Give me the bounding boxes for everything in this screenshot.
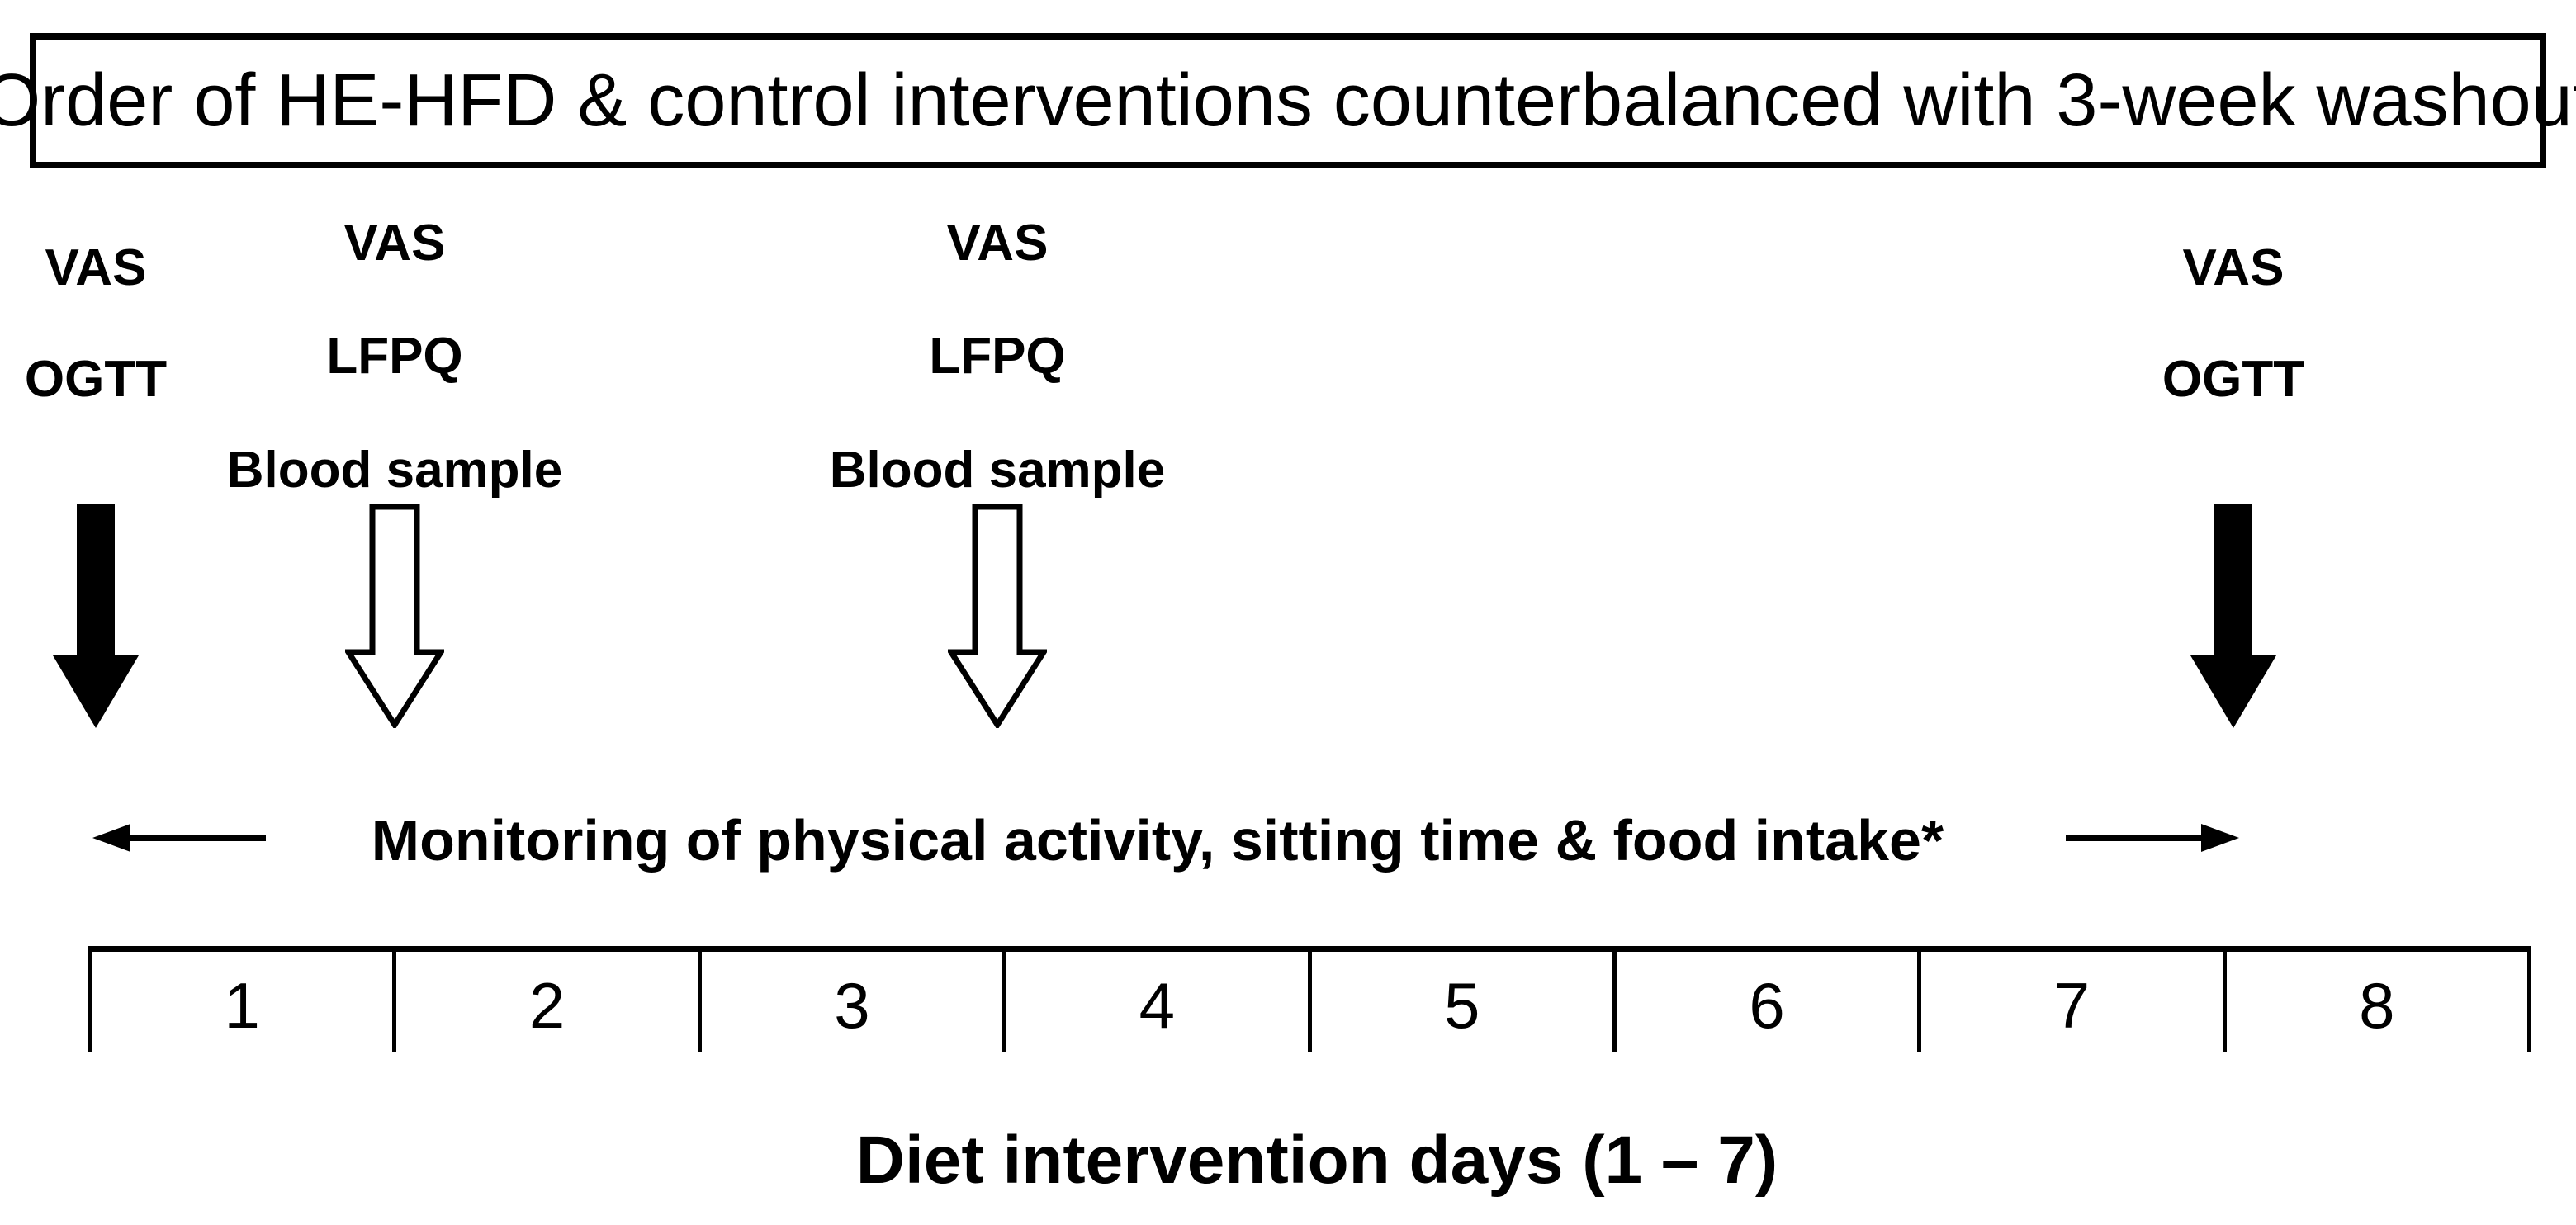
title-box: Order of HE-HFD & control interventions … bbox=[0, 33, 2576, 168]
group4-label-ogtt: OGTT bbox=[2162, 351, 2305, 408]
day-number: 1 bbox=[224, 969, 260, 1042]
group2-label-lfpq: LFPQ bbox=[326, 328, 463, 385]
day-number: 4 bbox=[1139, 969, 1175, 1042]
day-number: 5 bbox=[1443, 969, 1480, 1042]
down-arrow-filled-icon bbox=[2190, 504, 2276, 728]
timeline-cell-day-2: 2 bbox=[392, 952, 697, 1052]
monitoring-left-arrow-icon bbox=[92, 824, 266, 852]
group3-label-lfpq: LFPQ bbox=[929, 328, 1066, 385]
down-arrow-filled-icon bbox=[53, 504, 139, 728]
group3-label-vas: VAS bbox=[946, 215, 1049, 272]
timeline-cell-day-3: 3 bbox=[697, 952, 1002, 1052]
timeline-cell-day-8: 8 bbox=[2222, 952, 2531, 1052]
monitoring-right-arrow-icon bbox=[2066, 824, 2239, 852]
group2-label-blood-sample: Blood sample bbox=[226, 442, 563, 499]
group4-label-vas: VAS bbox=[2182, 239, 2285, 296]
timeline-cell-day-6: 6 bbox=[1612, 952, 1917, 1052]
monitoring-label: Monitoring of physical activity, sitting… bbox=[371, 808, 1944, 873]
group1-label-vas: VAS bbox=[45, 239, 147, 296]
timeline-cell-day-7: 7 bbox=[1917, 952, 2222, 1052]
timeline-cell-day-5: 5 bbox=[1307, 952, 1612, 1052]
diagram-title: Order of HE-HFD & control interventions … bbox=[0, 59, 2576, 142]
day-number: 8 bbox=[2359, 969, 2395, 1042]
group2-label-vas: VAS bbox=[343, 215, 446, 272]
down-arrow-outline-icon bbox=[345, 504, 444, 728]
group1-label-ogtt: OGTT bbox=[24, 351, 168, 408]
timeline-cell-day-4: 4 bbox=[1002, 952, 1307, 1052]
timeline-cell-day-1: 1 bbox=[88, 952, 392, 1052]
day-number: 6 bbox=[1749, 969, 1785, 1042]
group3-label-blood-sample: Blood sample bbox=[829, 442, 1166, 499]
diet-days-timeline: 1 2 3 4 5 6 7 8 bbox=[88, 946, 2531, 1052]
day-number: 2 bbox=[528, 969, 566, 1042]
timeline-caption: Diet intervention days (1 – 7) bbox=[855, 1123, 1778, 1198]
day-number: 3 bbox=[834, 969, 870, 1042]
down-arrow-outline-icon bbox=[948, 504, 1047, 728]
day-number: 7 bbox=[2053, 969, 2091, 1042]
